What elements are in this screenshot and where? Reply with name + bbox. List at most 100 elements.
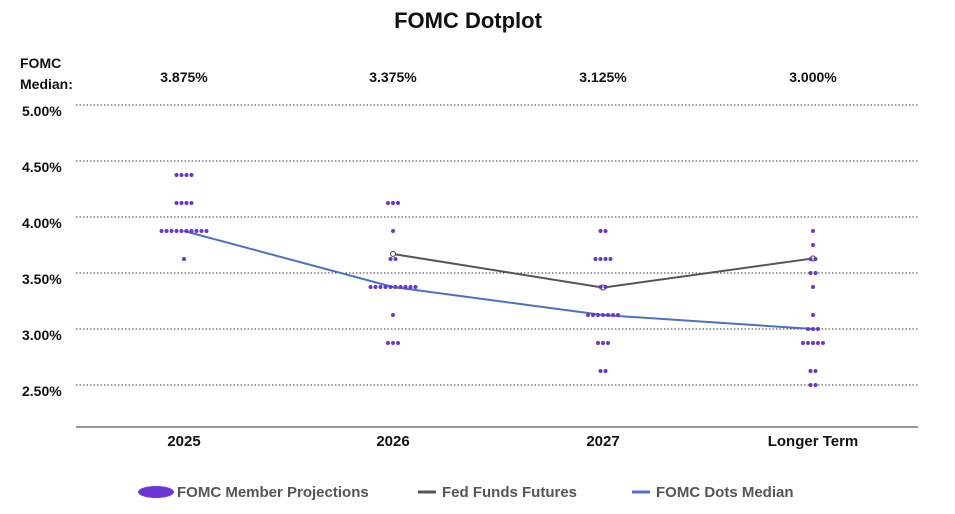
projection-dot-78 (813, 383, 818, 387)
median-value-2: 3.125% (579, 69, 627, 85)
projection-dot-61 (808, 257, 813, 261)
projection-dot-17 (204, 229, 209, 233)
projection-dot-47 (586, 313, 590, 317)
projection-dot-39 (598, 229, 603, 233)
x-tick-label-2: 2027 (586, 433, 619, 450)
projection-dot-41 (593, 257, 598, 261)
projection-dot-59 (811, 229, 815, 233)
projection-dot-11 (174, 229, 179, 233)
projection-dot-8 (159, 229, 164, 233)
projection-dot-63 (808, 271, 813, 275)
projection-dot-21 (396, 201, 400, 205)
projection-dot-72 (811, 341, 815, 345)
chart-title: FOMC Dotplot (394, 8, 543, 33)
projection-dot-73 (816, 341, 820, 345)
projection-dot-55 (601, 341, 605, 345)
projection-dot-0 (174, 173, 179, 177)
projection-dot-71 (806, 341, 810, 345)
projection-dot-60 (811, 243, 815, 247)
projection-dot-22 (391, 229, 395, 233)
y-tick-label-0: 5.00% (22, 103, 62, 119)
projection-dot-38 (396, 341, 400, 345)
projection-dot-31 (398, 285, 403, 289)
legend-label-median: FOMC Dots Median (656, 484, 794, 501)
projection-dot-6 (184, 201, 189, 205)
median-row-label-line2: Median: (20, 76, 73, 92)
projection-dot-12 (179, 229, 184, 233)
legend-swatch-projections (138, 486, 174, 498)
x-axis-ticks: 2025 2026 2027 Longer Term (167, 433, 858, 450)
gridlines (76, 104, 918, 386)
median-values-row: 3.875% 3.375% 3.125% 3.000% (160, 69, 837, 85)
projection-dot-70 (801, 341, 805, 345)
fed-funds-futures-marker-0 (389, 250, 397, 258)
median-row-label-line1: FOMC (20, 55, 61, 71)
projection-dot-50 (601, 313, 605, 317)
projection-dot-16 (199, 229, 204, 233)
projection-dot-57 (598, 369, 603, 373)
projection-dot-23 (388, 257, 393, 261)
projection-dot-1 (179, 173, 184, 177)
projection-dot-25 (368, 285, 373, 289)
fomc-dots-median-line (183, 230, 814, 330)
y-tick-label-4: 3.00% (22, 327, 62, 343)
projection-dot-3 (189, 173, 194, 177)
projection-dot-51 (606, 313, 610, 317)
fed-funds-futures-line (392, 252, 814, 289)
projection-dot-20 (391, 201, 395, 205)
projection-dot-54 (596, 341, 600, 345)
projection-dot-32 (403, 285, 408, 289)
median-value-1: 3.375% (369, 69, 417, 85)
projection-dot-76 (813, 369, 818, 373)
y-axis-ticks: 5.00% 4.50% 4.00% 3.50% 3.00% 2.50% (22, 103, 62, 399)
projection-dot-28 (383, 285, 388, 289)
projection-dot-35 (391, 313, 395, 317)
projection-dot-75 (808, 369, 813, 373)
legend: FOMC Member Projections Fed Funds Futures… (138, 484, 794, 501)
projection-dot-19 (386, 201, 390, 205)
y-tick-label-2: 4.00% (22, 215, 62, 231)
projection-dot-13 (184, 229, 189, 233)
projection-dot-30 (393, 285, 398, 289)
projection-dot-27 (378, 285, 383, 289)
legend-label-projections: FOMC Member Projections (177, 484, 369, 501)
projection-dot-15 (194, 229, 199, 233)
y-tick-label-3: 3.50% (22, 271, 62, 287)
projection-dot-43 (603, 257, 608, 261)
projection-dot-29 (388, 285, 393, 289)
projection-dot-45 (598, 285, 603, 289)
member-projection-dots (159, 173, 825, 387)
median-value-0: 3.875% (160, 69, 208, 85)
projection-dot-65 (811, 285, 815, 289)
legend-label-futures: Fed Funds Futures (442, 484, 577, 501)
projection-dot-53 (616, 313, 620, 317)
projection-dot-48 (591, 313, 595, 317)
projection-dot-42 (598, 257, 603, 261)
projection-dot-10 (169, 229, 174, 233)
median-value-3: 3.000% (789, 69, 837, 85)
x-tick-label-0: 2025 (167, 433, 200, 450)
projection-dot-40 (603, 229, 608, 233)
projection-dot-62 (813, 257, 818, 261)
projection-dot-74 (821, 341, 825, 345)
projection-dot-9 (164, 229, 169, 233)
projection-dot-52 (611, 313, 615, 317)
projection-dot-44 (608, 257, 613, 261)
projection-dot-7 (189, 201, 194, 205)
x-tick-label-1: 2026 (376, 433, 409, 450)
y-tick-label-5: 2.50% (22, 383, 62, 399)
projection-dot-24 (393, 257, 398, 261)
projection-dot-58 (603, 369, 608, 373)
projection-dot-5 (179, 201, 184, 205)
projection-dot-2 (184, 173, 189, 177)
projection-dot-66 (811, 313, 815, 317)
series-lines (183, 230, 817, 330)
projection-dot-49 (596, 313, 600, 317)
projection-dot-56 (606, 341, 610, 345)
projection-dot-46 (603, 285, 608, 289)
projection-dot-36 (386, 341, 390, 345)
projection-dot-26 (373, 285, 378, 289)
projection-dot-33 (408, 285, 413, 289)
projection-dot-68 (811, 327, 815, 331)
